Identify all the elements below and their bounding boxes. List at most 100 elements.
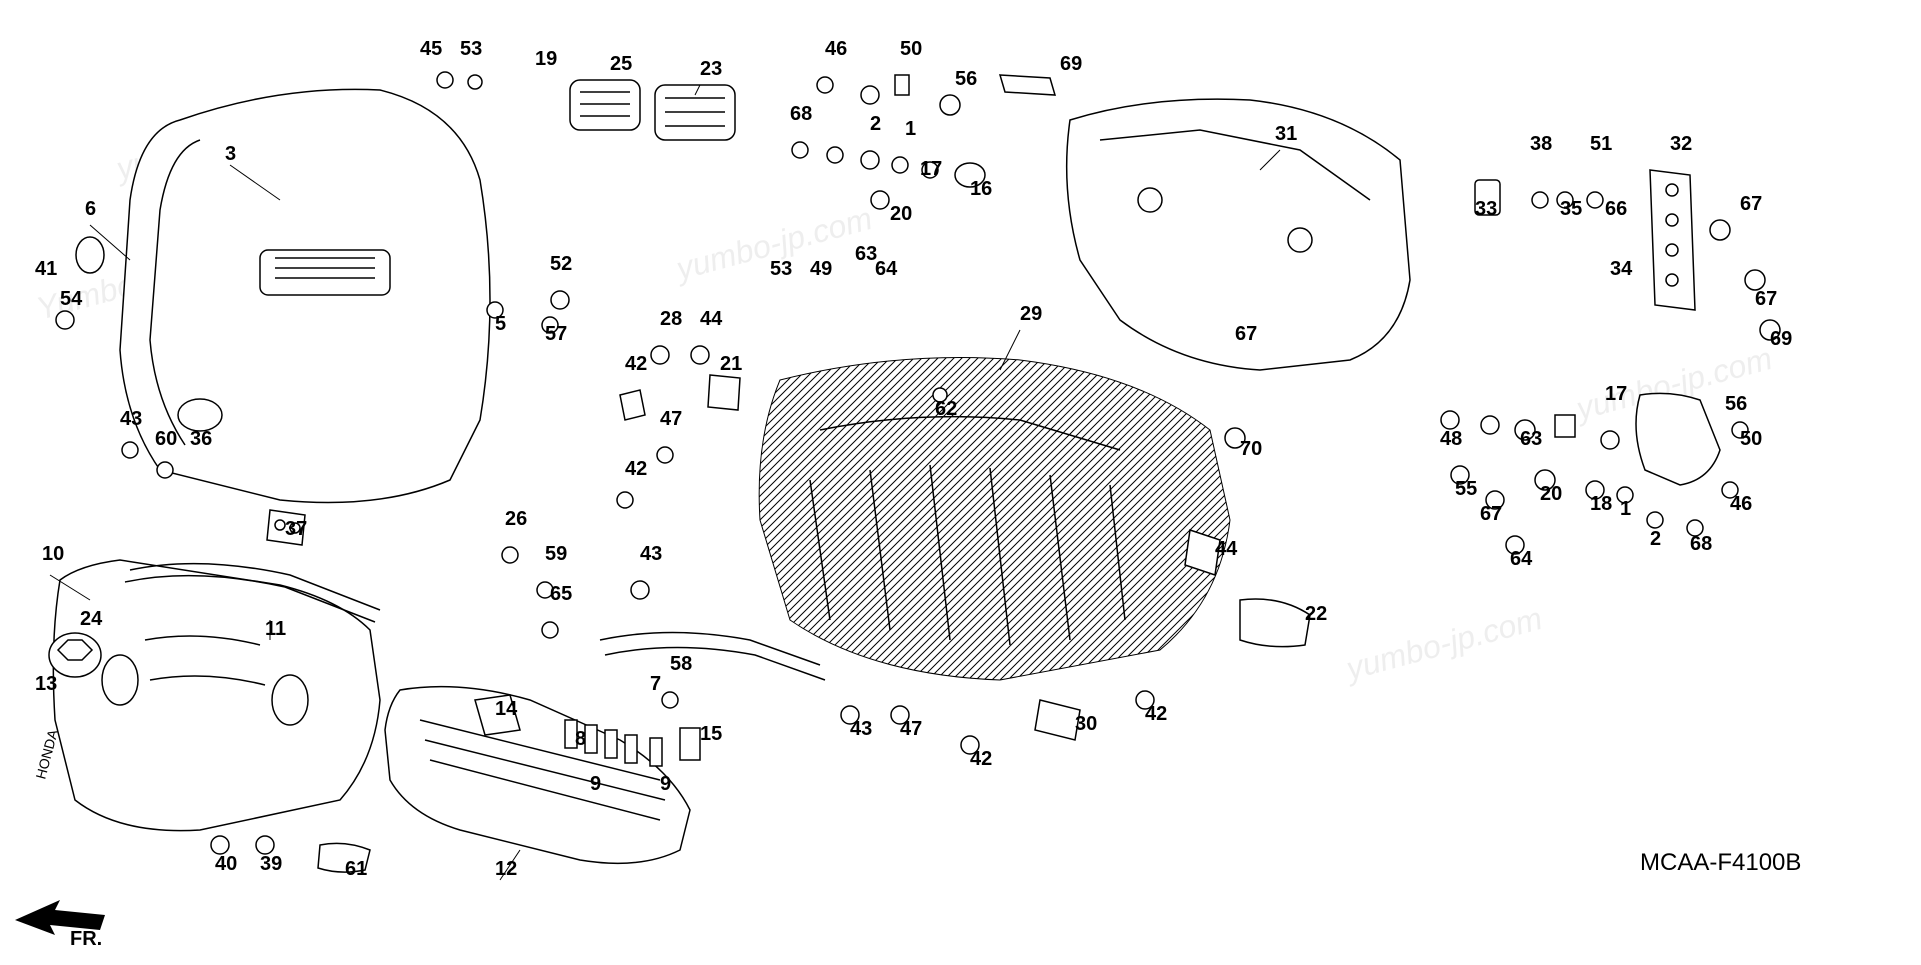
part-number-17: 17 bbox=[920, 158, 942, 180]
part-number-47: 47 bbox=[900, 718, 922, 740]
upper-vents bbox=[570, 80, 735, 140]
part-number-53: 53 bbox=[770, 258, 792, 280]
part-number-50: 50 bbox=[1740, 428, 1762, 450]
part-number-48: 48 bbox=[1440, 428, 1462, 450]
part-number-2: 2 bbox=[1650, 528, 1661, 550]
center-cowl bbox=[759, 358, 1230, 681]
part-number-2: 2 bbox=[870, 113, 881, 135]
part-number-10: 10 bbox=[42, 543, 64, 565]
fr-label: FR. bbox=[70, 928, 102, 950]
part-number-54: 54 bbox=[60, 288, 83, 310]
emblem bbox=[49, 633, 101, 677]
part-number-9: 9 bbox=[590, 773, 601, 795]
front-grille bbox=[53, 560, 380, 831]
part-number-43: 43 bbox=[120, 408, 142, 430]
part-number-13: 13 bbox=[35, 673, 57, 695]
part-number-67: 67 bbox=[1480, 503, 1502, 525]
part-number-63: 63 bbox=[1520, 428, 1542, 450]
part-number-52: 52 bbox=[550, 253, 572, 275]
part-number-7: 7 bbox=[650, 673, 661, 695]
part-number-42: 42 bbox=[1145, 703, 1167, 725]
part-number-61: 61 bbox=[345, 858, 367, 880]
part-number-67: 67 bbox=[1740, 193, 1762, 215]
part-number-3: 3 bbox=[225, 143, 236, 165]
honda-emblem: HONDA bbox=[32, 727, 61, 781]
part-number-40: 40 bbox=[215, 853, 237, 875]
part-number-20: 20 bbox=[1540, 483, 1562, 505]
part-number-53: 53 bbox=[460, 38, 482, 60]
part-number-43: 43 bbox=[850, 718, 872, 740]
part-number-68: 68 bbox=[790, 103, 812, 125]
part-number-44: 44 bbox=[700, 308, 723, 330]
watermark: yumbo-jp.com bbox=[1341, 600, 1546, 687]
part-number-36: 36 bbox=[190, 428, 212, 450]
part-number-11: 11 bbox=[265, 618, 286, 640]
center-hardware bbox=[487, 291, 740, 708]
part-number-64: 64 bbox=[1510, 548, 1533, 570]
part-number-45: 45 bbox=[420, 38, 442, 60]
part-number-41: 41 bbox=[35, 258, 57, 280]
part-number-35: 35 bbox=[1560, 198, 1582, 220]
part-number-24: 24 bbox=[80, 608, 103, 630]
part-number-22: 22 bbox=[1305, 603, 1327, 625]
part-number-31: 31 bbox=[1275, 123, 1297, 145]
part-number-58: 58 bbox=[670, 653, 692, 675]
part-number-17: 17 bbox=[1605, 383, 1627, 405]
part-number-69: 69 bbox=[1770, 328, 1792, 350]
fr-arrow: FR. bbox=[15, 900, 105, 950]
part-number-42: 42 bbox=[625, 353, 647, 375]
part-number-33: 33 bbox=[1475, 198, 1497, 220]
part-number-46: 46 bbox=[825, 38, 847, 60]
part-number-8: 8 bbox=[575, 728, 586, 750]
part-number-56: 56 bbox=[1725, 393, 1747, 415]
part-number-29: 29 bbox=[1020, 303, 1042, 325]
part-number-34: 34 bbox=[1610, 258, 1633, 280]
part-number-46: 46 bbox=[1730, 493, 1752, 515]
part-number-37: 37 bbox=[285, 518, 307, 540]
part-number-62: 62 bbox=[935, 398, 957, 420]
part-number-50: 50 bbox=[900, 38, 922, 60]
part-number-30: 30 bbox=[1075, 713, 1097, 735]
part-number-21: 21 bbox=[720, 353, 742, 375]
part-number-66: 66 bbox=[1605, 198, 1627, 220]
part-number-6: 6 bbox=[85, 198, 96, 220]
part-number-69: 69 bbox=[1060, 53, 1082, 75]
part-number-16: 16 bbox=[970, 178, 992, 200]
part-number-68: 68 bbox=[1690, 533, 1712, 555]
part-number-38: 38 bbox=[1530, 133, 1552, 155]
part-number-70: 70 bbox=[1240, 438, 1262, 460]
part-number-19: 19 bbox=[535, 48, 557, 70]
part-number-1: 1 bbox=[1620, 498, 1631, 520]
part-number-67: 67 bbox=[1235, 323, 1257, 345]
part-number-43: 43 bbox=[640, 543, 662, 565]
part-number-25: 25 bbox=[610, 53, 632, 75]
lower-garnish bbox=[385, 687, 690, 864]
parts-diagram-svg: yumbo-jp.comyumbo-jp.comyumbo-jp.comyumb… bbox=[0, 0, 1921, 960]
part-number-1: 1 bbox=[905, 118, 916, 140]
garnish-curve bbox=[600, 633, 825, 681]
part-number-49: 49 bbox=[810, 258, 832, 280]
part-number-65: 65 bbox=[550, 583, 572, 605]
part-number-42: 42 bbox=[970, 748, 992, 770]
part-number-14: 14 bbox=[495, 698, 518, 720]
right-bracket bbox=[1475, 170, 1780, 340]
part-number-59: 59 bbox=[545, 543, 567, 565]
part-number-23: 23 bbox=[700, 58, 722, 80]
part-number-44: 44 bbox=[1215, 538, 1238, 560]
part-number-5: 5 bbox=[495, 313, 506, 335]
part-number-28: 28 bbox=[660, 308, 682, 330]
part-number-15: 15 bbox=[700, 723, 722, 745]
part-number-12: 12 bbox=[495, 858, 517, 880]
part-number-18: 18 bbox=[1590, 493, 1612, 515]
part-number-42: 42 bbox=[625, 458, 647, 480]
part-number-56: 56 bbox=[955, 68, 977, 90]
part-number-51: 51 bbox=[1590, 133, 1612, 155]
part-number-47: 47 bbox=[660, 408, 682, 430]
part-number-64: 64 bbox=[875, 258, 898, 280]
parts-diagram-container: yumbo-jp.comyumbo-jp.comyumbo-jp.comyumb… bbox=[0, 0, 1921, 960]
part-number-60: 60 bbox=[155, 428, 177, 450]
part-number-55: 55 bbox=[1455, 478, 1477, 500]
part-number-67: 67 bbox=[1755, 288, 1777, 310]
part-number-57: 57 bbox=[545, 323, 567, 345]
emblem-text: HONDA bbox=[32, 727, 61, 781]
